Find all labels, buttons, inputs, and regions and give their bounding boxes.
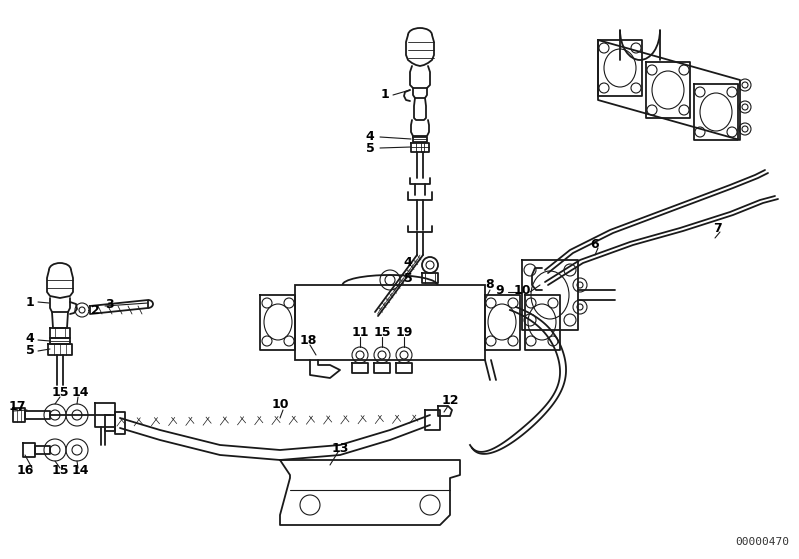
Text: 15: 15 (373, 326, 391, 339)
Text: 3: 3 (105, 299, 114, 311)
Text: 4: 4 (403, 257, 412, 269)
Text: 9: 9 (495, 283, 504, 296)
Text: 17: 17 (8, 400, 26, 414)
Text: 14: 14 (71, 463, 89, 476)
Text: 15: 15 (51, 386, 69, 400)
Text: 10: 10 (271, 399, 288, 411)
Text: 13: 13 (332, 442, 348, 454)
Text: 1: 1 (380, 88, 389, 102)
Text: 14: 14 (71, 386, 89, 400)
Text: 16: 16 (16, 463, 34, 476)
Text: 10: 10 (513, 283, 531, 296)
Text: 4: 4 (26, 333, 34, 345)
Text: 7: 7 (714, 221, 722, 234)
Text: 6: 6 (590, 239, 599, 252)
Text: 5: 5 (403, 272, 412, 285)
Text: 4: 4 (366, 130, 375, 144)
Text: 00000470: 00000470 (735, 537, 789, 547)
Text: 15: 15 (51, 463, 69, 476)
Text: 8: 8 (486, 278, 495, 291)
Text: 5: 5 (26, 344, 34, 358)
Text: 1: 1 (26, 296, 34, 309)
Text: 11: 11 (352, 326, 369, 339)
Text: 12: 12 (441, 394, 459, 406)
Text: 2: 2 (90, 304, 99, 316)
Text: 18: 18 (300, 334, 316, 347)
Bar (295, 285, 485, 360)
Text: 19: 19 (396, 326, 413, 339)
Text: 5: 5 (366, 141, 375, 154)
